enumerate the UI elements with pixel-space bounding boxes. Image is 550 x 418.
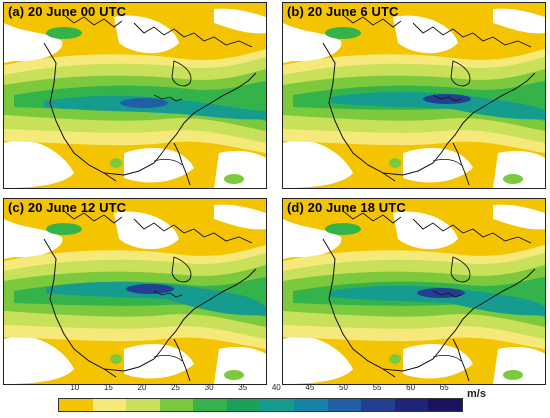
colorbar-swatch	[193, 399, 227, 411]
calm-area	[493, 204, 545, 230]
colorbar-tick-label: 50	[339, 383, 348, 392]
panel-c: (c) 20 June 12 UTC	[3, 198, 267, 385]
arctic-coastline	[63, 14, 253, 48]
great-lakes	[432, 290, 462, 298]
colorbar-swatch	[327, 399, 362, 411]
great-lakes	[153, 94, 183, 102]
colorbar-tick-label: 60	[406, 383, 416, 392]
calm-area	[283, 219, 342, 259]
wind-patch	[389, 354, 401, 364]
calm-area	[124, 344, 194, 379]
wind-patch	[46, 223, 82, 235]
colorbar-tick-label: 10	[70, 383, 80, 392]
wind-patch	[389, 158, 401, 168]
colorbar-tick-label: 30	[204, 383, 214, 392]
calm-area	[4, 219, 63, 259]
calm-area	[114, 211, 179, 250]
calm-area	[283, 140, 353, 188]
calm-area	[283, 336, 353, 384]
colorbar-swatch	[361, 399, 395, 411]
colorbar-tick-label: 35	[238, 383, 248, 392]
colorbar-swatch	[126, 399, 160, 411]
colorbar	[58, 398, 463, 412]
wind-patch	[503, 174, 523, 184]
hudson-bay	[171, 60, 192, 87]
colorbar-swatch	[260, 399, 295, 411]
colorbar-tick-label: 65	[439, 383, 449, 392]
calm-area	[403, 148, 473, 183]
panel-d: (d) 20 June 18 UTC	[282, 198, 546, 385]
great-lakes	[153, 290, 183, 298]
calm-area	[214, 204, 266, 230]
panel-title-b: (b) 20 June 6 UTC	[287, 4, 399, 19]
wind-patch	[110, 158, 122, 168]
calm-area	[493, 8, 545, 34]
colorbar-unit: m/s	[467, 388, 486, 400]
hudson-bay	[450, 256, 471, 283]
coastline	[43, 42, 257, 186]
wind-speed-map-b	[283, 3, 545, 188]
wind-speed-map-c	[4, 199, 266, 384]
wind-patch	[46, 27, 82, 39]
jet-core	[126, 284, 174, 294]
arctic-coastline	[63, 210, 253, 244]
colorbar-swatch	[428, 399, 462, 411]
wind-patch	[503, 370, 523, 380]
colorbar-swatch	[394, 399, 429, 411]
wind-patch	[224, 370, 244, 380]
jet-core	[417, 288, 465, 298]
calm-area	[4, 140, 74, 188]
calm-area	[393, 15, 458, 54]
colorbar-labels: 10 15 20 25 30 35 40 45 50 55 60 65	[58, 383, 461, 397]
jet-band-40	[329, 285, 545, 316]
panel-title-d: (d) 20 June 18 UTC	[287, 200, 406, 215]
calm-area	[124, 148, 194, 183]
great-lakes	[432, 94, 462, 102]
colorbar-swatch	[226, 399, 261, 411]
colorbar-tick-label: 45	[305, 383, 315, 392]
calm-area	[4, 336, 74, 384]
hudson-bay	[171, 256, 192, 283]
calm-area	[403, 344, 473, 379]
coastline	[43, 238, 257, 382]
jet-band-40	[44, 95, 266, 120]
colorbar-swatch	[159, 399, 194, 411]
panel-title-c: (c) 20 June 12 UTC	[8, 200, 127, 215]
gulf-coast	[432, 354, 462, 362]
coastline	[322, 42, 536, 186]
wind-patch	[110, 354, 122, 364]
colorbar-swatch	[59, 399, 93, 411]
panel-b: (b) 20 June 6 UTC	[282, 2, 546, 189]
wind-speed-map-a	[4, 3, 266, 188]
gulf-coast	[432, 158, 462, 166]
wind-patch	[325, 27, 361, 39]
calm-area	[4, 23, 63, 63]
gulf-coast	[153, 354, 183, 362]
calm-area	[283, 23, 342, 63]
calm-area	[393, 211, 458, 250]
colorbar-tick-label: 20	[137, 383, 147, 392]
colorbar-tick-label: 40	[271, 383, 281, 392]
calm-area	[114, 15, 179, 54]
jet-band-40	[46, 281, 266, 316]
colorbar-swatch	[294, 399, 328, 411]
hudson-bay	[450, 60, 471, 87]
wind-speed-map-d	[283, 199, 545, 384]
wind-patch	[224, 174, 244, 184]
colorbar-swatch	[92, 399, 127, 411]
calm-area	[214, 8, 266, 34]
colorbar-tick-label: 25	[171, 383, 180, 392]
colorbar-tick-label: 55	[372, 383, 382, 392]
panel-a: (a) 20 June 00 UTC	[3, 2, 267, 189]
colorbar-tick-label: 15	[103, 383, 113, 392]
coastline	[322, 238, 536, 382]
wind-patch	[325, 223, 361, 235]
jet-band-40	[331, 91, 545, 120]
arctic-coastline	[342, 210, 532, 244]
panel-title-a: (a) 20 June 00 UTC	[8, 4, 127, 19]
arctic-coastline	[342, 14, 532, 48]
jet-core	[423, 94, 471, 104]
gulf-coast	[153, 158, 183, 166]
jet-core	[120, 98, 168, 108]
